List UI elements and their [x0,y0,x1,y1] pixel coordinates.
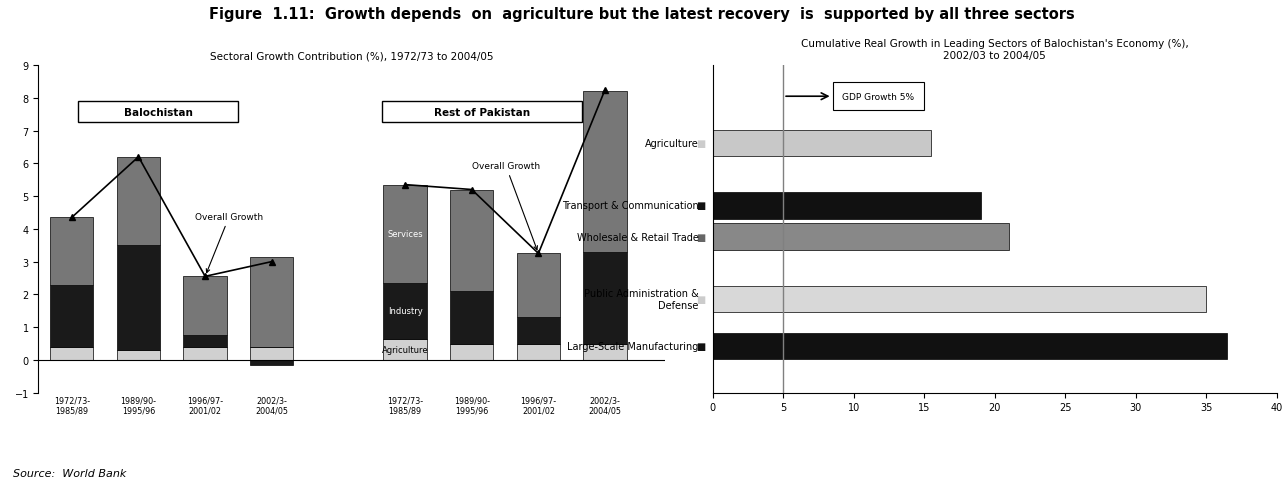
Bar [584,344,626,360]
Text: Rest of Pakistan: Rest of Pakistan [434,107,530,118]
Bar [250,347,294,360]
Bar [50,285,94,347]
Text: Overall Growth: Overall Growth [472,162,540,250]
Bar [517,344,561,360]
Bar [712,224,1008,250]
Text: Large-Scale Manufacturing: Large-Scale Manufacturing [567,341,698,351]
Bar [384,339,427,360]
Text: Industry: Industry [387,306,422,316]
Bar [250,257,294,347]
Bar [384,284,427,339]
Bar [183,336,227,347]
Bar [517,318,561,344]
Bar [712,286,1206,313]
FancyBboxPatch shape [833,83,924,111]
Bar [117,350,160,360]
Text: Source:  World Bank: Source: World Bank [13,468,126,478]
Text: GDP Growth 5%: GDP Growth 5% [842,93,915,102]
Bar [450,190,494,291]
Text: Agriculture: Agriculture [382,345,429,354]
FancyBboxPatch shape [382,102,581,123]
Bar [712,130,931,157]
Text: Overall Growth: Overall Growth [195,213,263,273]
Bar [183,347,227,360]
Text: ■: ■ [697,201,706,211]
Text: ■: ■ [697,139,706,149]
Bar [117,158,160,245]
Title: Sectoral Growth Contribution (%), 1972/73 to 2004/05: Sectoral Growth Contribution (%), 1972/7… [210,51,494,61]
Bar [50,218,94,285]
Bar [517,254,561,318]
Title: Cumulative Real Growth in Leading Sectors of Balochistan's Economy (%),
2002/03 : Cumulative Real Growth in Leading Sector… [801,40,1188,61]
Bar [584,252,626,344]
Text: Transport & Communication: Transport & Communication [562,201,698,211]
Bar [250,360,294,365]
Bar [50,347,94,360]
Bar [450,291,494,344]
Bar [117,245,160,350]
Text: Figure  1.11:  Growth depends  on  agriculture but the latest recovery  is  supp: Figure 1.11: Growth depends on agricultu… [209,7,1074,22]
Text: ■: ■ [697,232,706,242]
Bar [384,185,427,284]
Bar [183,277,227,336]
Text: ■: ■ [697,294,706,305]
Text: Services: Services [387,230,423,239]
Text: ■: ■ [697,341,706,351]
Text: Balochistan: Balochistan [124,107,192,118]
Text: Wholesale & Retail Trade: Wholesale & Retail Trade [576,232,698,242]
Bar [712,333,1228,359]
Bar [450,344,494,360]
Bar [584,92,626,252]
Text: Agriculture: Agriculture [645,139,698,149]
FancyBboxPatch shape [78,102,239,123]
Text: Public Administration &
Defense: Public Administration & Defense [584,288,698,310]
Bar [712,193,980,219]
